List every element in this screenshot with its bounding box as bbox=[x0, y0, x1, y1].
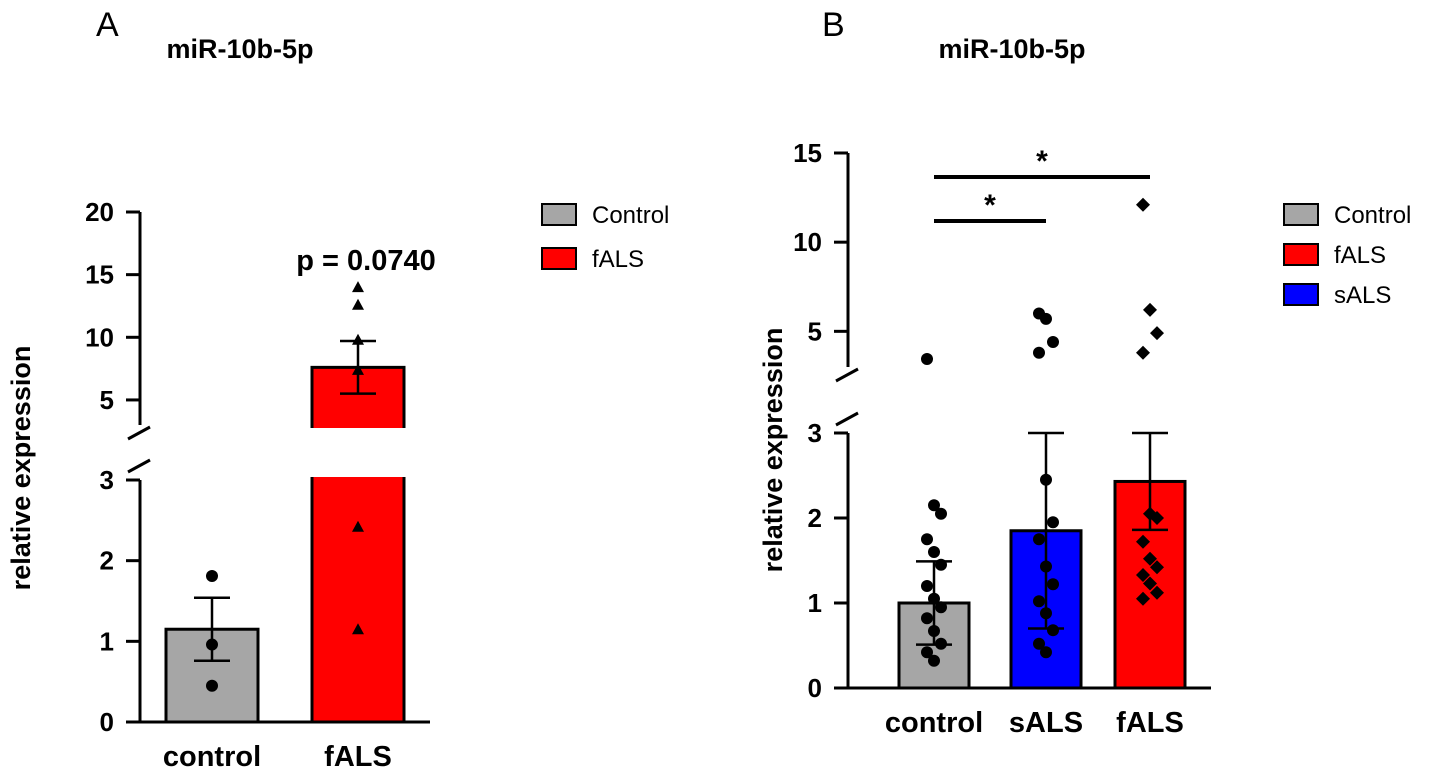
y-tick-label: 5 bbox=[100, 385, 114, 415]
axis-break-mark bbox=[127, 425, 151, 441]
data-point-sALS bbox=[1047, 336, 1059, 349]
legend-swatch-sALS bbox=[1283, 283, 1319, 306]
axis-break-mark bbox=[835, 367, 859, 383]
legend-label-Control: Control bbox=[1334, 202, 1411, 229]
legend-swatch-fALS bbox=[541, 247, 577, 270]
data-point-control bbox=[921, 533, 933, 546]
data-point-fALS bbox=[1136, 197, 1150, 212]
panel-a-y-axis-label: relative expression bbox=[6, 346, 36, 591]
panel-b-title: miR-10b-5p bbox=[938, 34, 1085, 64]
data-point-fALS bbox=[352, 520, 364, 532]
x-category-label-control: control bbox=[163, 741, 261, 773]
data-point-sALS bbox=[1040, 646, 1052, 659]
data-point-control bbox=[928, 499, 940, 512]
data-point-sALS bbox=[1047, 578, 1059, 591]
axis-break-gap bbox=[850, 370, 1191, 430]
data-point-control bbox=[921, 352, 933, 365]
y-tick-label: 1 bbox=[808, 588, 822, 618]
legend-swatch-fALS bbox=[1283, 243, 1319, 266]
data-point-control bbox=[935, 558, 947, 571]
data-point-fALS bbox=[1136, 591, 1150, 606]
data-point-control bbox=[928, 625, 940, 638]
y-tick-label: 0 bbox=[808, 673, 822, 703]
axis-break-gap bbox=[142, 428, 410, 477]
data-point-control bbox=[935, 637, 947, 650]
data-point-fALS bbox=[1150, 511, 1164, 525]
data-point-control bbox=[921, 646, 933, 659]
data-point-control bbox=[935, 601, 947, 614]
data-point-fALS bbox=[1136, 345, 1150, 360]
y-tick-label: 10 bbox=[85, 322, 114, 352]
data-point-control bbox=[206, 679, 218, 692]
data-point-sALS bbox=[1033, 346, 1045, 359]
data-point-fALS bbox=[1143, 302, 1157, 317]
data-point-control bbox=[206, 569, 218, 582]
x-category-label-fALS: fALS bbox=[1116, 707, 1184, 739]
legend-swatch-Control bbox=[541, 203, 577, 226]
panel-letter-a: A bbox=[96, 6, 119, 44]
y-tick-label: 15 bbox=[85, 260, 114, 290]
data-point-sALS bbox=[1047, 516, 1059, 529]
y-tick-label: 1 bbox=[100, 626, 114, 656]
x-category-label-control: control bbox=[885, 707, 983, 739]
y-tick-label: 5 bbox=[808, 316, 822, 346]
legend-label-Control: Control bbox=[592, 202, 669, 229]
data-point-sALS bbox=[1040, 312, 1052, 325]
significance-star: * bbox=[984, 189, 996, 222]
y-tick-label: 3 bbox=[808, 418, 822, 448]
axis-break-mark bbox=[835, 411, 859, 427]
x-category-label-fALS: fALS bbox=[324, 741, 392, 773]
panel-a-p-value: p = 0.0740 bbox=[296, 245, 435, 277]
legend-label-sALS: sALS bbox=[1334, 282, 1391, 309]
data-point-control bbox=[921, 580, 933, 592]
y-tick-label: 2 bbox=[808, 503, 822, 533]
data-point-fALS bbox=[352, 333, 364, 345]
data-point-control bbox=[928, 654, 940, 667]
data-point-fALS bbox=[1143, 551, 1157, 566]
data-point-sALS bbox=[1040, 607, 1052, 620]
panel-a-plot: 0 1 2 3 5 10 15 20 control fALS Control fALS bbox=[85, 197, 669, 773]
data-point-fALS bbox=[1143, 576, 1157, 591]
data-point-fALS bbox=[1136, 534, 1150, 549]
data-point-fALS bbox=[1150, 585, 1164, 600]
legend-swatch-Control bbox=[1283, 203, 1319, 226]
data-point-fALS bbox=[1150, 560, 1164, 575]
data-point-sALS bbox=[1047, 624, 1059, 637]
data-point-fALS bbox=[352, 298, 364, 310]
data-point-fALS bbox=[1136, 567, 1150, 582]
panel-a-title: miR-10b-5p bbox=[166, 34, 313, 64]
y-tick-label: 2 bbox=[100, 546, 114, 576]
data-point-control bbox=[921, 612, 933, 625]
y-tick-label: 15 bbox=[793, 138, 822, 168]
data-point-control bbox=[206, 638, 218, 651]
bar-fALS bbox=[310, 365, 406, 724]
y-tick-label: 3 bbox=[100, 465, 114, 495]
data-point-control bbox=[928, 592, 940, 605]
panel-b-plot: 0 1 2 3 5 10 15 control sALS fALS * * Control fALS sAL… bbox=[793, 138, 1411, 739]
significance-star: * bbox=[1036, 145, 1048, 178]
data-point-fALS bbox=[1150, 326, 1164, 341]
y-tick-label: 0 bbox=[100, 707, 114, 737]
legend-label-fALS: fALS bbox=[592, 246, 644, 273]
panel-letter-b: B bbox=[822, 6, 845, 44]
data-point-control bbox=[935, 507, 947, 520]
data-point-fALS bbox=[352, 623, 364, 635]
data-point-control bbox=[928, 546, 940, 558]
x-category-label-sALS: sALS bbox=[1009, 707, 1083, 739]
data-point-fALS bbox=[352, 281, 364, 293]
data-point-sALS bbox=[1033, 595, 1045, 608]
data-point-fALS bbox=[352, 363, 364, 375]
data-point-sALS bbox=[1033, 637, 1045, 650]
data-point-sALS bbox=[1033, 533, 1045, 546]
y-tick-label: 10 bbox=[793, 227, 822, 257]
legend-label-fALS: fALS bbox=[1334, 242, 1386, 269]
y-tick-label: 20 bbox=[85, 197, 114, 227]
panel-b-y-axis-label: relative expression bbox=[758, 328, 788, 573]
axis-break-mark bbox=[127, 458, 151, 474]
data-point-sALS bbox=[1040, 560, 1052, 573]
data-point-sALS bbox=[1040, 473, 1052, 486]
